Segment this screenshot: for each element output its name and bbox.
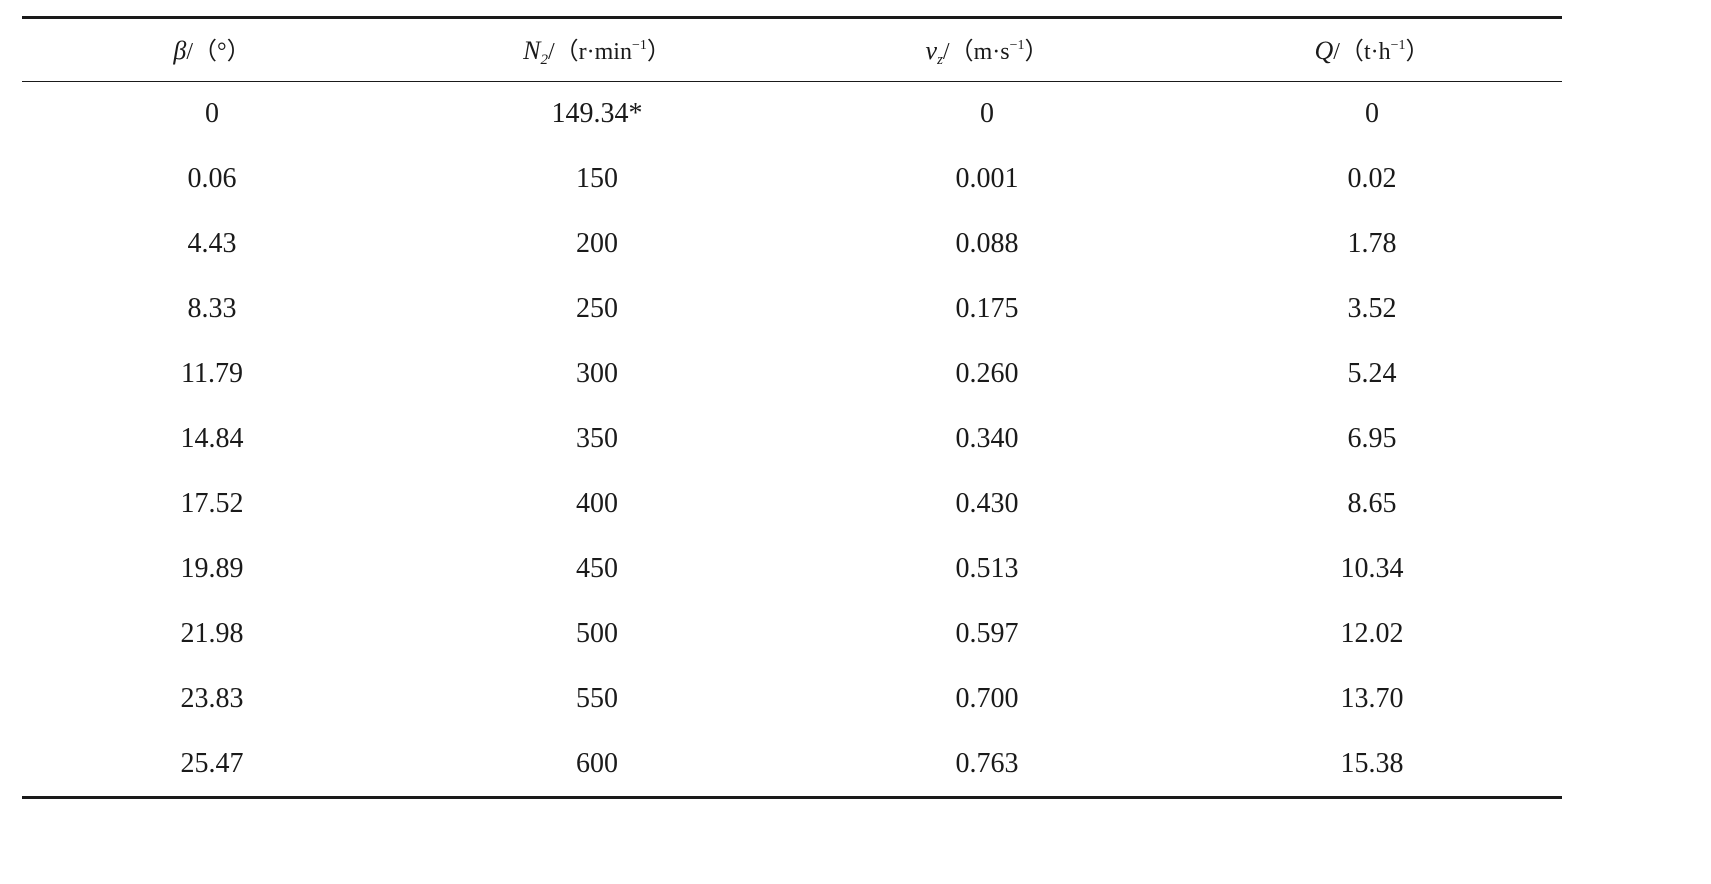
cell-vz: 0.175 — [955, 292, 1019, 324]
cell-n2: 450 — [576, 552, 618, 584]
cell-n2: 300 — [576, 357, 618, 389]
cell-vz: 0.001 — [955, 162, 1019, 194]
table-row: 14.84 350 0.340 6.95 — [22, 406, 1562, 471]
cell-q: 10.34 — [1340, 552, 1404, 584]
cell-n2: 550 — [576, 682, 618, 714]
cell-q: 8.65 — [1347, 487, 1397, 519]
header-beta: β/（°） — [173, 36, 251, 65]
cell-vz: 0.763 — [955, 747, 1019, 779]
cell-n2: 200 — [576, 227, 618, 259]
header-q: Q/（t·h−1） — [1314, 36, 1430, 65]
cell-beta: 25.47 — [180, 747, 244, 779]
cell-n2: 149.34* — [551, 98, 643, 129]
cell-q: 3.52 — [1347, 292, 1397, 324]
cell-vz: 0.597 — [955, 617, 1019, 649]
cell-q: 12.02 — [1340, 617, 1404, 649]
header-n2: N2/（r·min−1） — [523, 36, 671, 68]
cell-q: 5.24 — [1347, 357, 1397, 389]
cell-q: 0.02 — [1347, 162, 1397, 194]
table-row: 21.98 500 0.597 12.02 — [22, 601, 1562, 666]
cell-n2: 600 — [576, 747, 618, 779]
cell-beta: 14.84 — [180, 422, 244, 454]
cell-q: 15.38 — [1340, 747, 1404, 779]
cell-vz: 0.088 — [955, 227, 1019, 259]
table-row: 19.89 450 0.513 10.34 — [22, 536, 1562, 601]
table-row: 25.47 600 0.763 15.38 — [22, 731, 1562, 796]
cell-beta: 19.89 — [180, 552, 244, 584]
table-row: 8.33 250 0.175 3.52 — [22, 276, 1562, 341]
table-row: 0.06 150 0.001 0.02 — [22, 146, 1562, 211]
cell-beta: 0 — [205, 98, 219, 129]
cell-vz: 0.430 — [955, 487, 1019, 519]
table-row: 23.83 550 0.700 13.70 — [22, 666, 1562, 731]
cell-beta: 0.06 — [187, 162, 237, 194]
cell-n2: 150 — [576, 162, 618, 194]
table-row: 4.43 200 0.088 1.78 — [22, 211, 1562, 276]
cell-q: 6.95 — [1347, 422, 1397, 454]
top-rule — [22, 16, 1562, 19]
cell-vz: 0.260 — [955, 357, 1019, 389]
cell-beta: 8.33 — [187, 292, 237, 324]
cell-vz: 0.700 — [955, 682, 1019, 714]
cell-beta: 17.52 — [180, 487, 244, 519]
cell-vz: 0.513 — [955, 552, 1019, 584]
header-row: β/（°） N2/（r·min−1） vz/（m·s−1） Q/（t·h−1） — [22, 19, 1562, 81]
header-vz: vz/（m·s−1） — [925, 36, 1049, 68]
cell-q: 1.78 — [1347, 227, 1397, 259]
data-table: β/（°） N2/（r·min−1） vz/（m·s−1） Q/（t·h−1） … — [22, 16, 1562, 799]
table-row: 17.52 400 0.430 8.65 — [22, 471, 1562, 536]
cell-vz: 0.340 — [955, 422, 1019, 454]
cell-q: 13.70 — [1340, 682, 1404, 714]
cell-beta: 4.43 — [187, 227, 237, 259]
cell-q: 0 — [1365, 98, 1379, 129]
cell-n2: 400 — [576, 487, 618, 519]
bottom-rule — [22, 796, 1562, 799]
table-row: 0 149.34* 0 0 — [22, 82, 1562, 146]
cell-n2: 500 — [576, 617, 618, 649]
cell-vz: 0 — [980, 98, 994, 129]
header-rule — [22, 81, 1562, 82]
cell-beta: 11.79 — [181, 357, 243, 389]
table-row: 11.79 300 0.260 5.24 — [22, 341, 1562, 406]
cell-beta: 23.83 — [180, 682, 244, 714]
cell-n2: 350 — [576, 422, 618, 454]
cell-n2: 250 — [576, 292, 618, 324]
cell-beta: 21.98 — [180, 617, 244, 649]
